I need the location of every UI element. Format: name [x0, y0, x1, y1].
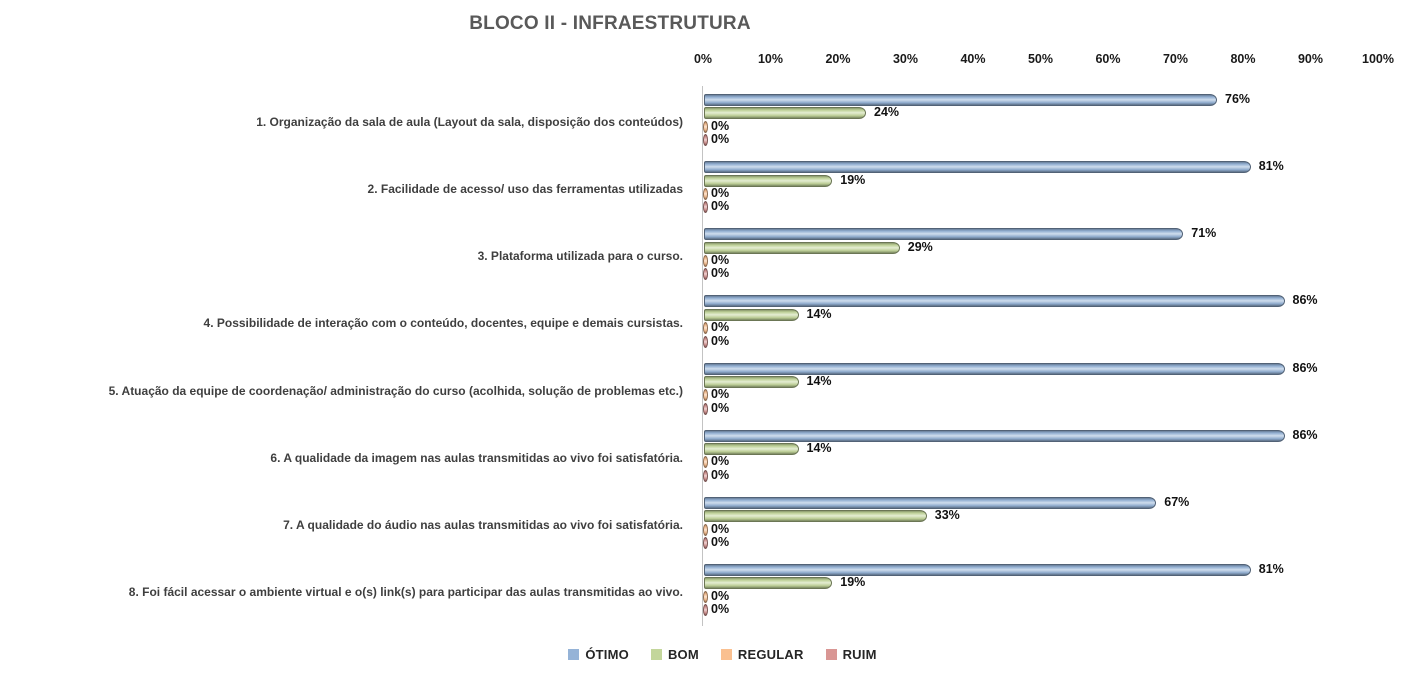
- bar-ruim: [703, 402, 708, 415]
- bar-bom: [704, 577, 833, 590]
- bar-timo: [704, 563, 1251, 576]
- legend-item-regular: REGULAR: [720, 647, 804, 662]
- legend-swatch-icon: [720, 649, 732, 660]
- category-label: 5. Atuação da equipe de coordenação/ adm…: [108, 383, 683, 398]
- legend-label: REGULAR: [737, 647, 804, 662]
- data-label: 67%: [1164, 494, 1190, 509]
- legend-label: BOM: [667, 647, 699, 662]
- bar-regular: [703, 187, 708, 200]
- data-label: 19%: [840, 172, 866, 187]
- category-label: 1. Organização da sala de aula (Layout d…: [256, 115, 683, 129]
- data-label: 0%: [711, 185, 730, 200]
- legend-item-timo: ÓTIMO: [568, 647, 629, 662]
- bar-regular: [703, 389, 708, 402]
- bar-ruim: [703, 604, 708, 617]
- bar-timo: [704, 228, 1184, 241]
- bar-bom: [704, 241, 900, 254]
- x-axis-tick-label: 90%: [1297, 52, 1324, 66]
- bar-regular: [703, 322, 708, 335]
- data-label: 0%: [711, 266, 730, 281]
- bar-timo: [704, 362, 1285, 375]
- data-label: 86%: [1292, 427, 1318, 442]
- data-label: 14%: [806, 441, 832, 456]
- bar-ruim: [703, 134, 708, 147]
- legend-label: RUIM: [842, 647, 877, 662]
- data-label: 0%: [711, 199, 730, 214]
- data-label: 86%: [1292, 360, 1318, 375]
- x-axis-tick-label: 30%: [892, 52, 919, 66]
- data-label: 76%: [1225, 92, 1251, 106]
- data-label: 0%: [711, 454, 730, 469]
- data-label: 81%: [1258, 561, 1284, 576]
- category-label: 2. Facilidade de acesso/ uso das ferrame…: [367, 182, 683, 197]
- bar-timo: [704, 161, 1251, 174]
- bar-ruim: [703, 268, 708, 281]
- data-label: 71%: [1191, 226, 1217, 241]
- bar-bom: [704, 510, 927, 523]
- bar-timo: [704, 429, 1285, 442]
- data-label: 0%: [711, 320, 730, 335]
- bar-regular: [703, 523, 708, 536]
- data-label: 86%: [1292, 293, 1318, 308]
- x-axis-tick-label: 70%: [1162, 52, 1189, 66]
- legend: ÓTIMO BOM REGULAR RUIM: [0, 647, 1415, 662]
- legend-item-ruim: RUIM: [825, 647, 877, 662]
- data-label: 0%: [711, 521, 730, 536]
- data-label: 0%: [711, 534, 730, 549]
- bar-regular: [703, 120, 708, 133]
- bar-timo: [704, 496, 1157, 509]
- legend-swatch-icon: [825, 649, 837, 660]
- bar-bom: [704, 174, 833, 187]
- data-label: 14%: [806, 306, 832, 321]
- legend-item-bom: BOM: [650, 647, 699, 662]
- x-axis-tick-label: 10%: [757, 52, 784, 66]
- data-label: 0%: [711, 602, 730, 617]
- chart-title: BLOCO II - INFRAESTRUTURA: [469, 13, 751, 34]
- x-axis-tick-label: 20%: [825, 52, 851, 66]
- legend-swatch-icon: [568, 649, 580, 660]
- bar-bom: [704, 107, 866, 120]
- category-label: 7. A qualidade do áudio nas aulas transm…: [283, 517, 683, 532]
- bar-ruim: [703, 536, 708, 549]
- data-label: 0%: [711, 387, 730, 402]
- bar-regular: [703, 590, 708, 603]
- x-axis-tick-label: 50%: [1027, 52, 1054, 66]
- bar-ruim: [703, 201, 708, 214]
- bar-timo: [704, 94, 1217, 106]
- x-axis-tick-label: 60%: [1095, 52, 1121, 66]
- category-label: 4. Possibilidade de interação com o cont…: [203, 316, 683, 331]
- data-label: 0%: [711, 333, 730, 348]
- data-label: 29%: [907, 239, 933, 254]
- x-axis-tick-label: 100%: [1362, 52, 1394, 66]
- data-label: 81%: [1258, 159, 1284, 174]
- bar-ruim: [703, 469, 708, 482]
- bar-regular: [703, 255, 708, 268]
- data-label: 14%: [806, 373, 832, 388]
- data-label: 0%: [711, 132, 730, 147]
- category-label: 8. Foi fácil acessar o ambiente virtual …: [128, 584, 683, 599]
- data-label: 0%: [711, 588, 730, 603]
- data-label: 0%: [711, 467, 730, 482]
- category-label: 6. A qualidade da imagem nas aulas trans…: [270, 450, 683, 465]
- legend-swatch-icon: [650, 649, 662, 660]
- bar-ruim: [703, 335, 708, 348]
- legend-label: ÓTIMO: [585, 647, 629, 662]
- x-axis-tick-label: 0%: [693, 52, 713, 66]
- data-label: 19%: [840, 575, 866, 590]
- bar-bom: [704, 443, 799, 456]
- value-axis-line: [702, 86, 703, 626]
- bar-timo: [704, 295, 1285, 308]
- bar-bom: [704, 308, 799, 321]
- data-label: 0%: [711, 400, 730, 415]
- x-axis-tick-label: 80%: [1230, 52, 1256, 66]
- data-label: 0%: [711, 118, 730, 133]
- bar-bom: [704, 375, 799, 388]
- bar-regular: [703, 456, 708, 469]
- category-label: 3. Plataforma utilizada para o curso.: [477, 249, 683, 264]
- x-axis-tick-label: 40%: [960, 52, 986, 66]
- data-label: 0%: [711, 253, 730, 268]
- data-label: 33%: [934, 508, 960, 523]
- data-label: 24%: [874, 105, 900, 120]
